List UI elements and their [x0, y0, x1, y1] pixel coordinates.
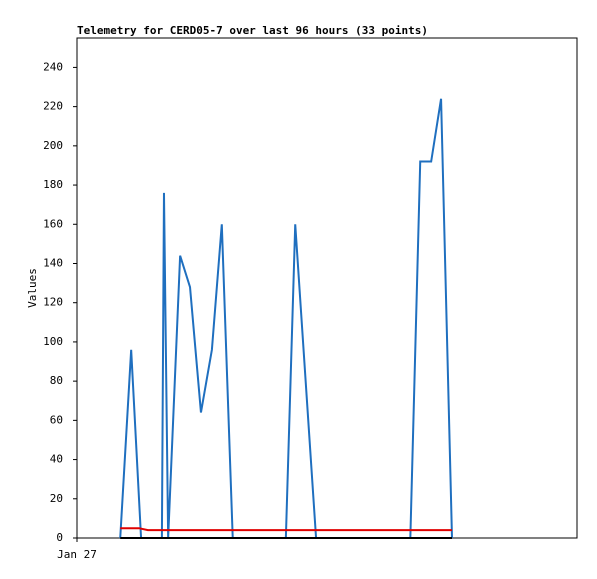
plot-frame: [76, 37, 578, 539]
y-tick-label: 180: [43, 178, 63, 191]
series-line: [120, 527, 452, 532]
y-tick-label: 100: [43, 335, 63, 348]
y-tick-label: 60: [50, 413, 63, 426]
y-tick-label: 80: [50, 374, 63, 387]
y-tick-label: 40: [50, 453, 63, 466]
y-tick-label: 160: [43, 217, 63, 230]
y-axis-label: Values: [26, 268, 39, 308]
y-tick-label: 220: [43, 100, 63, 113]
y-tick-label: 120: [43, 296, 63, 309]
y-tick-label: 200: [43, 139, 63, 152]
x-tick-label: Jan 27: [57, 548, 97, 561]
y-tick-label: 140: [43, 256, 63, 269]
series-line: [119, 98, 453, 539]
y-tick-label: 0: [56, 531, 63, 544]
chart-title: Telemetry for CERD05-7 over last 96 hour…: [77, 24, 428, 37]
y-tick-label: 20: [50, 492, 63, 505]
y-tick-label: 240: [43, 60, 63, 73]
